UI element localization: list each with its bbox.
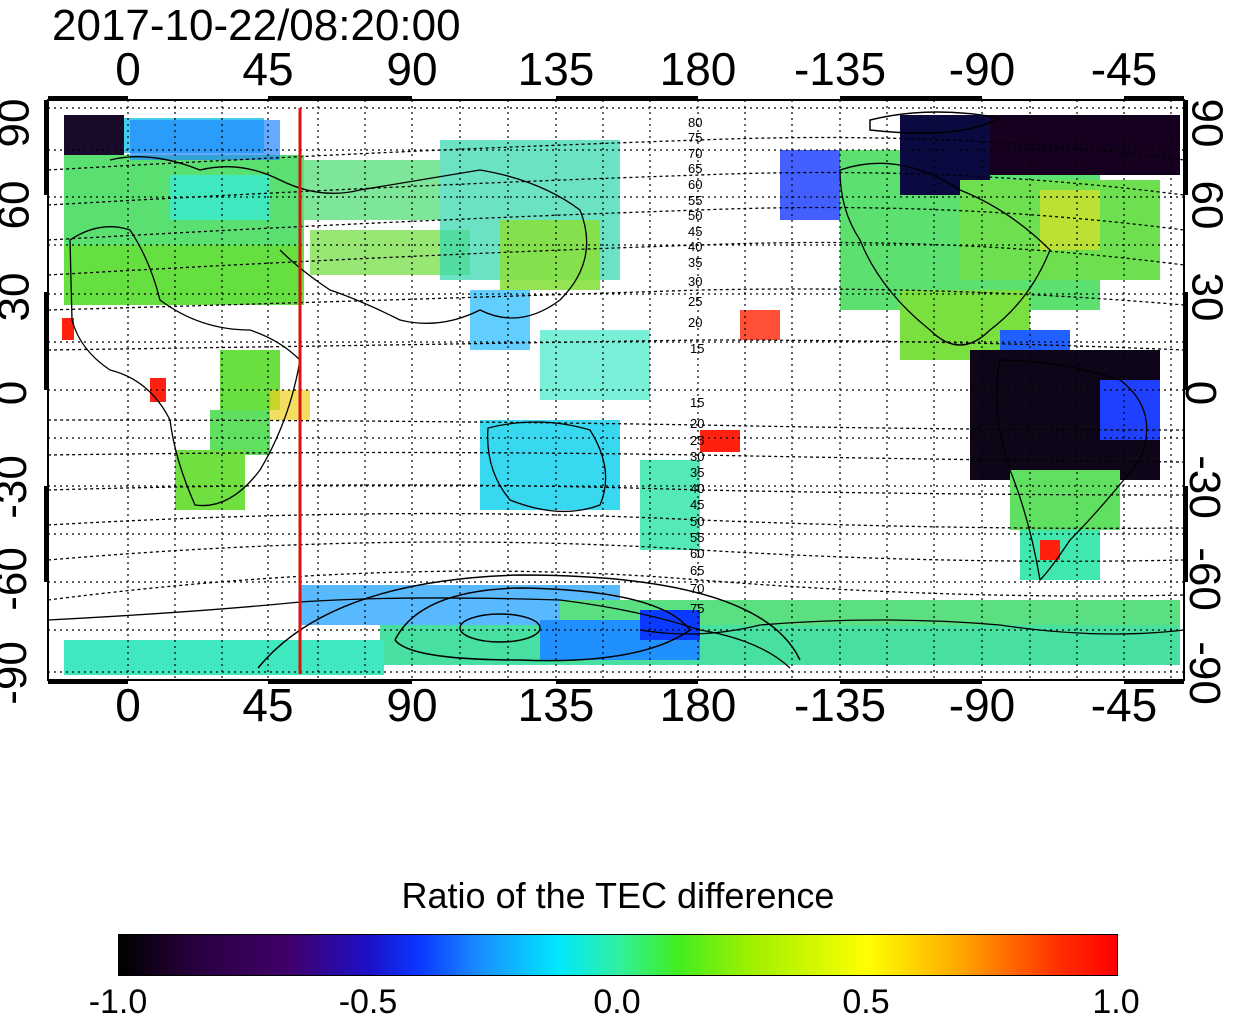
contour-label: 20: [690, 416, 704, 431]
lon-tick: 180: [659, 43, 737, 95]
lon-tick: -45: [1090, 43, 1158, 95]
lon-tick: -135: [793, 679, 887, 731]
lon-tick: 0: [115, 43, 141, 95]
contour-label: 15: [690, 341, 704, 356]
contour-label: 15: [690, 395, 704, 410]
contour-label: 70: [688, 146, 702, 161]
grid-lines: [48, 100, 1184, 680]
contour-label: 50: [690, 514, 704, 529]
contour-label: 30: [690, 449, 704, 464]
lon-tick: 180: [659, 679, 737, 731]
lon-tick: 90: [386, 679, 438, 731]
bottom-longitude-axis: 0 45 90 135 180 -135 -90 -45: [0, 680, 1240, 740]
contour-label: 35: [690, 465, 704, 480]
lon-tick: 135: [517, 43, 595, 95]
lon-tick: -135: [793, 43, 887, 95]
colorbar-tick: -1.0: [88, 983, 148, 1021]
colorbar-title: Ratio of the TEC difference: [401, 875, 835, 916]
colorbar-tick: 0.5: [842, 983, 890, 1021]
frame-ticks: [44, 96, 1188, 684]
contour-label: 40: [688, 239, 702, 254]
contour-label: 45: [688, 224, 702, 239]
lon-tick: 45: [242, 43, 294, 95]
coastlines: [48, 156, 1184, 669]
contour-label: 30: [688, 274, 702, 289]
colorbar-tick: 0.0: [593, 983, 641, 1021]
lon-tick: 0: [115, 679, 141, 731]
contour-label: 60: [690, 546, 704, 561]
auroral-contours: [257, 111, 1003, 669]
contour-label: 80: [688, 115, 702, 130]
colorbar: [118, 934, 1118, 976]
contour-label: 55: [688, 193, 702, 208]
contour-label: 55: [690, 530, 704, 545]
contour-labels: 80 75 70 65 60 55 50 45 40 35 30 25 20 1…: [688, 115, 704, 616]
contour-label: 75: [690, 601, 704, 616]
lon-tick: -90: [948, 43, 1016, 95]
contour-label: 65: [688, 161, 702, 176]
contour-label: 70: [690, 581, 704, 596]
tec-data-patches: [62, 115, 1180, 675]
lon-tick: 135: [517, 679, 595, 731]
lon-tick: 45: [242, 679, 294, 731]
timestamp: 2017-10-22/08:20:00: [52, 1, 461, 50]
contour-label: 35: [688, 255, 702, 270]
contour-label: 50: [688, 208, 702, 223]
lon-tick: 90: [386, 43, 438, 95]
contour-label: 45: [690, 497, 704, 512]
lon-tick: -45: [1090, 679, 1158, 731]
contour-label: 20: [688, 315, 702, 330]
lon-tick: -90: [948, 679, 1016, 731]
contour-label: 40: [690, 481, 704, 496]
colorbar-tick: 1.0: [1092, 983, 1140, 1021]
magnetic-contours: [48, 136, 1184, 601]
contour-label: 25: [688, 294, 702, 309]
colorbar-tick: -0.5: [338, 983, 398, 1021]
contour-label: 60: [688, 177, 702, 192]
contour-label: 75: [688, 130, 702, 145]
colorbar-tick-labels: -1.0 -0.5 0.0 0.5 1.0: [0, 982, 1240, 1024]
contour-label: 25: [690, 433, 704, 448]
top-longitude-axis: 0 45 90 135 180 -135 -90 -45: [0, 44, 1240, 104]
contour-label: 65: [690, 563, 704, 578]
